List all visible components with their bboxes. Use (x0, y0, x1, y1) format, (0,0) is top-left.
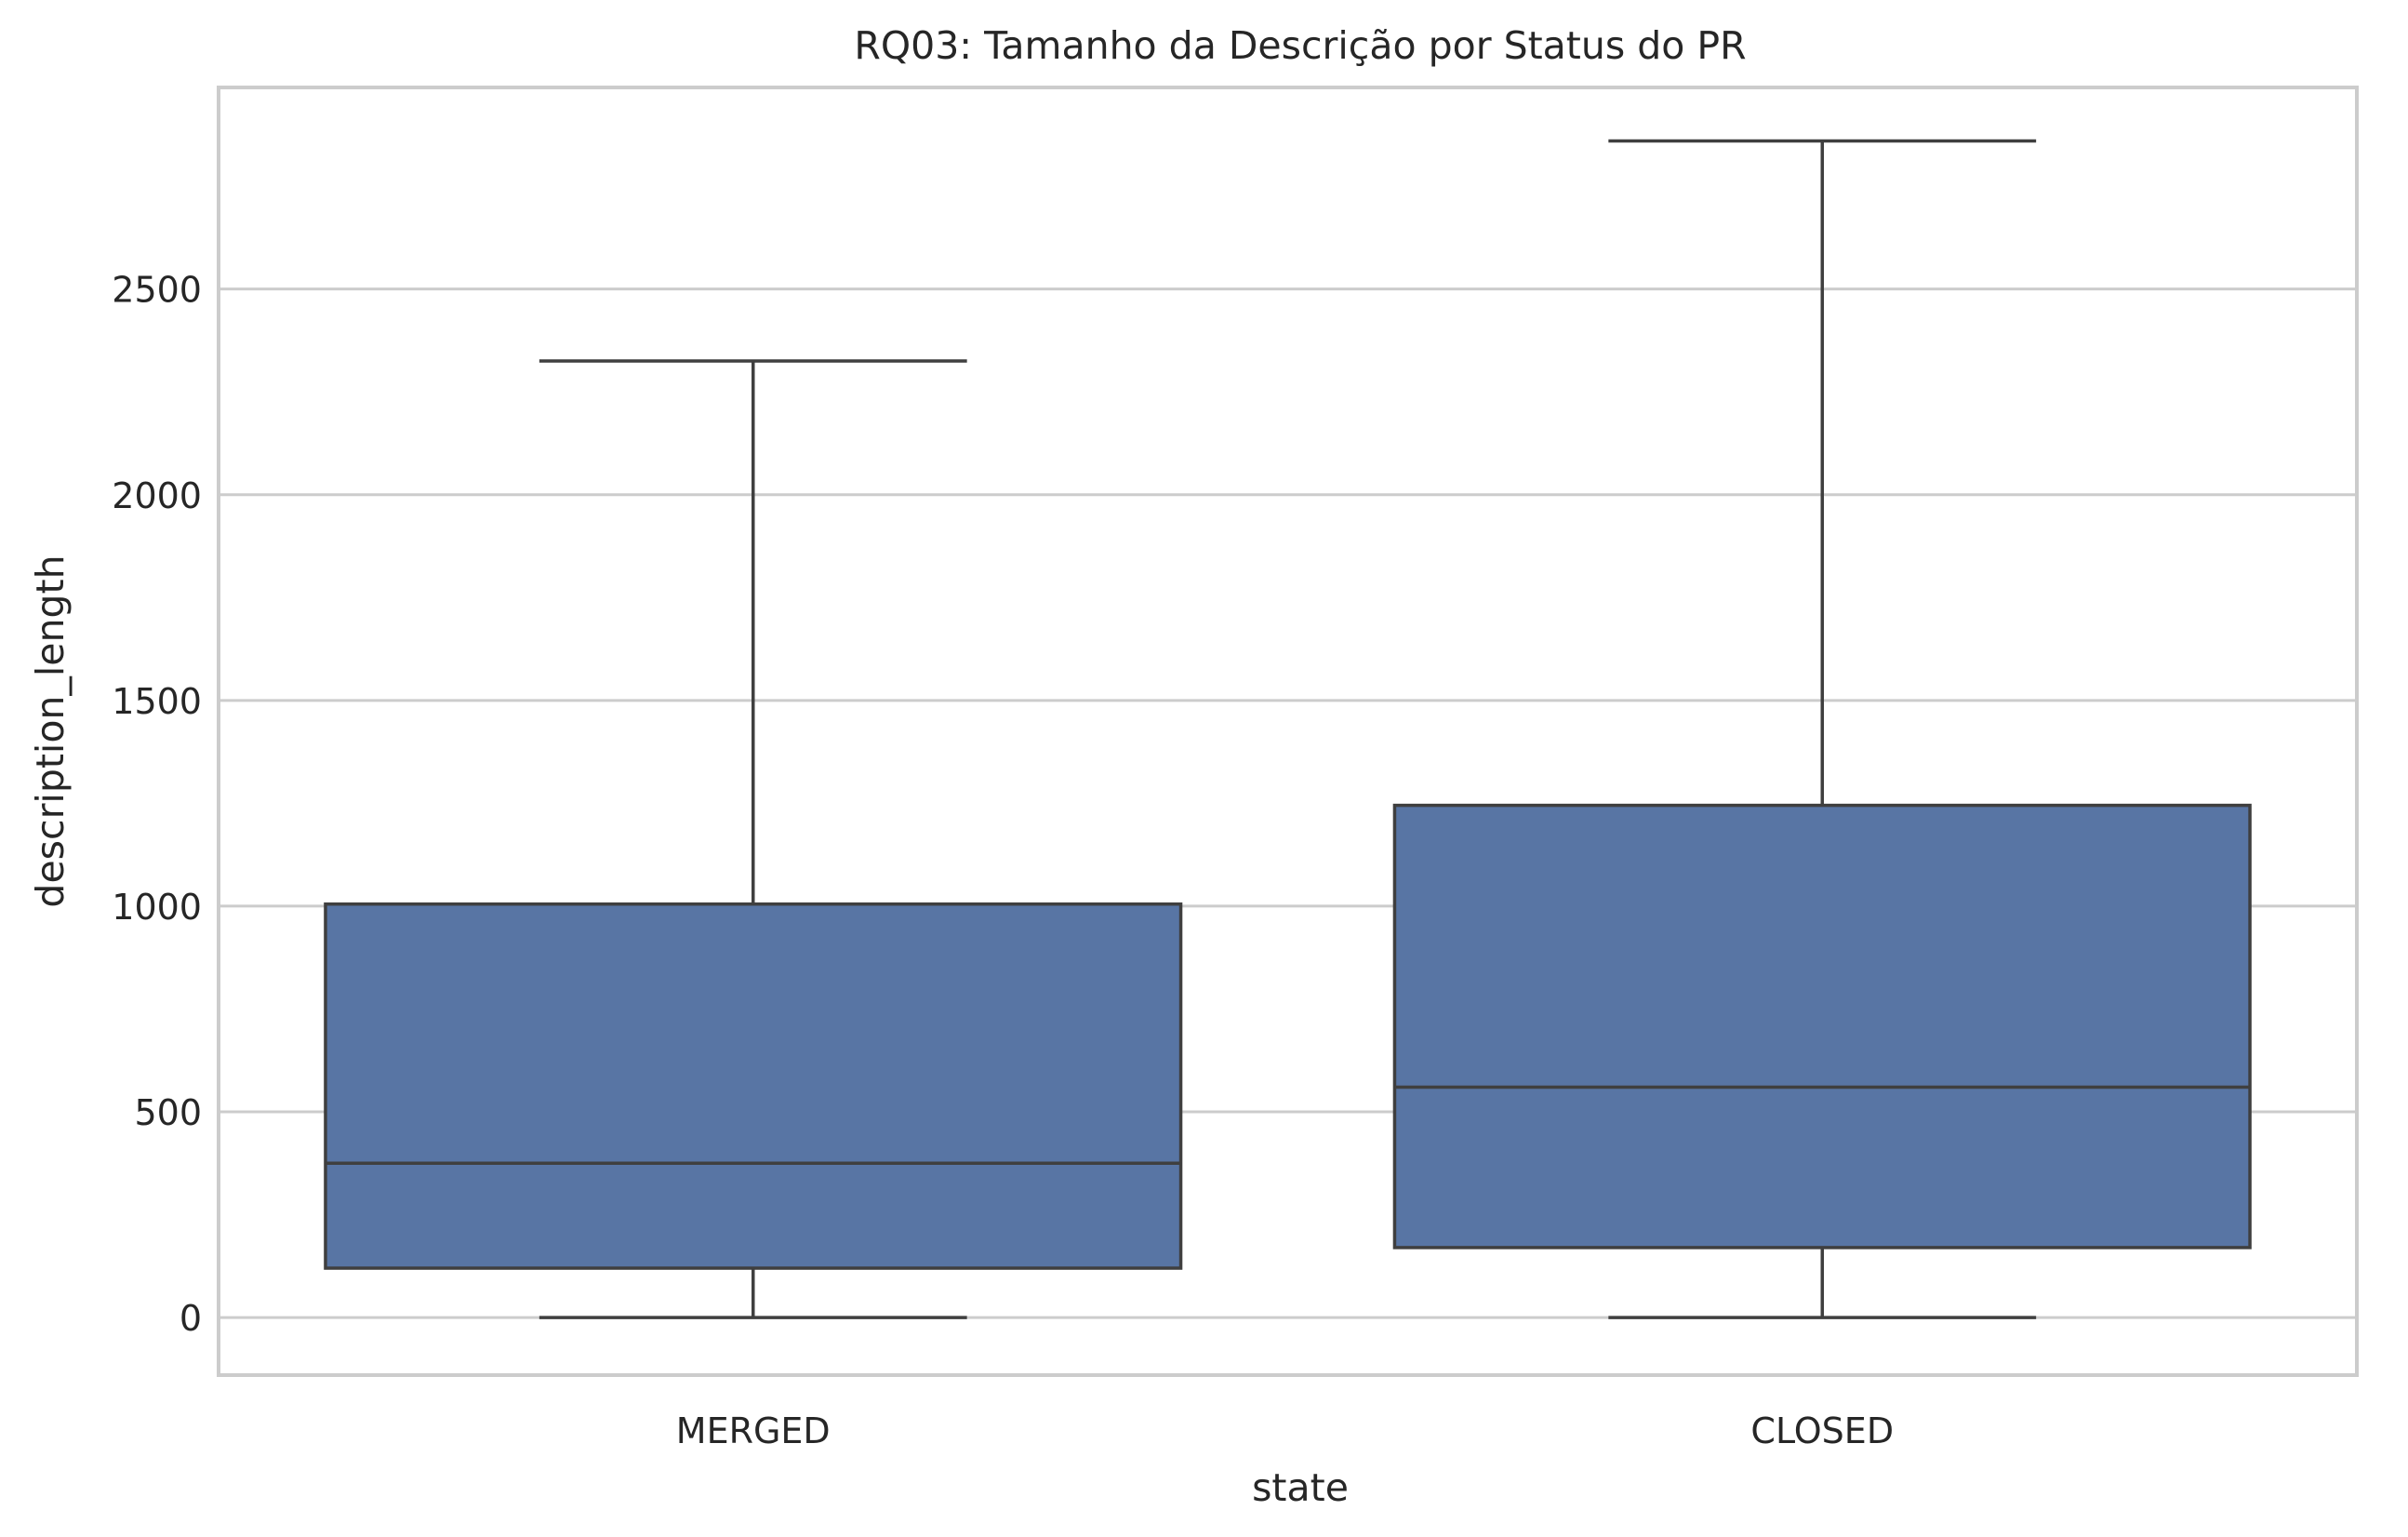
chart-title: RQ03: Tamanho da Descrição por Status do… (854, 23, 1746, 68)
x-axis-ticks: MERGED CLOSED (676, 1410, 1894, 1451)
plot-frame (217, 86, 2359, 1377)
y-axis-label: description_length (28, 555, 73, 907)
iqr-box-closed (1392, 803, 2252, 1250)
box-merged (324, 359, 1183, 1319)
y-tick-label: 2500 (112, 270, 202, 311)
y-tick-label: 1500 (112, 681, 202, 722)
boxes (324, 139, 2252, 1319)
y-tick-label: 500 (134, 1092, 202, 1133)
y-tick-label: 0 (180, 1298, 202, 1339)
box-closed (1392, 139, 2252, 1319)
x-tick-label-merged: MERGED (676, 1410, 831, 1451)
iqr-box-merged (324, 902, 1183, 1270)
x-axis-label: state (1252, 1465, 1349, 1510)
x-tick-label-closed: CLOSED (1750, 1410, 1894, 1451)
y-tick-label: 1000 (112, 887, 202, 928)
y-axis-ticks: 0 500 1000 1500 2000 2500 (112, 270, 202, 1339)
y-tick-label: 2000 (112, 475, 202, 516)
